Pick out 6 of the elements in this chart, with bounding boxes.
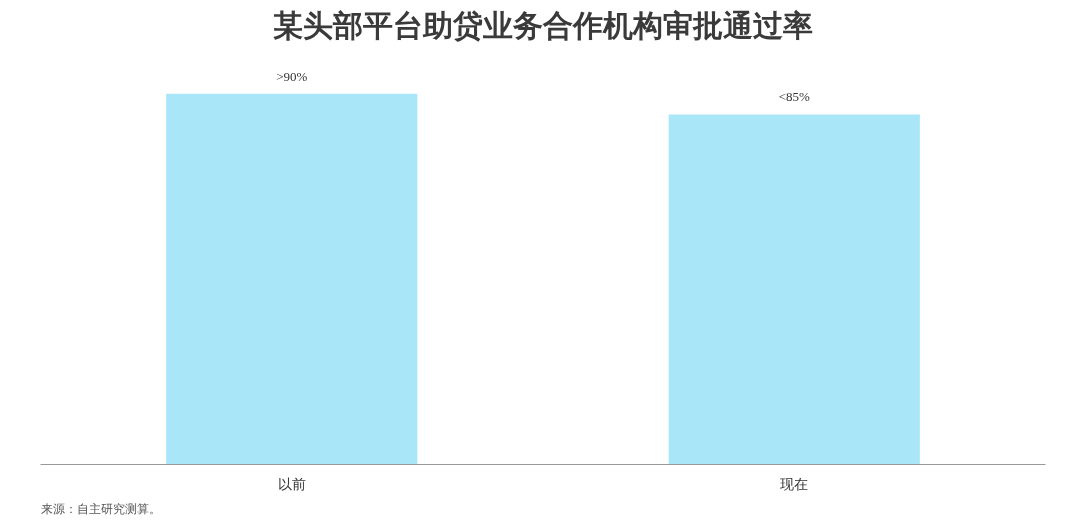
x-tick-label: 以前 — [277, 475, 306, 492]
chart-title: 某头部平台助贷业务合作机构审批通过率 — [273, 7, 813, 43]
x-tick-label: 现在 — [780, 475, 809, 492]
source-note: 来源：自主研究测算。 — [40, 501, 161, 516]
data-label: <85% — [778, 89, 810, 105]
data-label: >90% — [276, 68, 308, 84]
